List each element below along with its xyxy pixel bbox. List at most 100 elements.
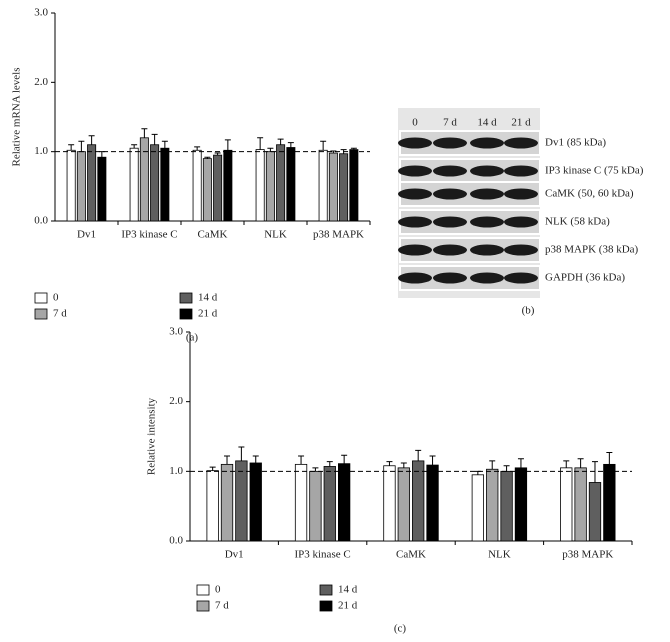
y-tick-label: 2.0 bbox=[34, 76, 48, 88]
error-bar bbox=[88, 135, 95, 145]
bar bbox=[249, 462, 262, 542]
legend-label: 7 d bbox=[53, 308, 67, 320]
band bbox=[398, 188, 432, 200]
error-bar bbox=[320, 140, 327, 151]
protein-label: Dv1 (85 kDa) bbox=[545, 137, 606, 149]
bar bbox=[213, 154, 223, 222]
lane-label: 14 d bbox=[477, 117, 497, 129]
panel-label: (c) bbox=[394, 623, 407, 635]
bar bbox=[349, 149, 359, 222]
error-bar bbox=[489, 460, 496, 470]
legend-swatch bbox=[196, 600, 210, 612]
bar bbox=[66, 149, 76, 222]
error-bar bbox=[591, 461, 598, 483]
band bbox=[504, 272, 538, 284]
error-bar bbox=[474, 470, 481, 475]
x-tick-label: CaMK bbox=[198, 229, 228, 241]
error-bar bbox=[330, 150, 337, 154]
error-bar bbox=[224, 455, 231, 465]
legend-swatch bbox=[319, 600, 333, 612]
bar bbox=[471, 474, 484, 542]
error-bar bbox=[298, 455, 305, 465]
legend-label: 14 d bbox=[338, 584, 358, 596]
bar bbox=[202, 158, 212, 222]
bar bbox=[192, 149, 202, 222]
y-tick-label: 0.0 bbox=[34, 215, 48, 227]
band bbox=[470, 188, 504, 200]
error-bar bbox=[386, 461, 393, 466]
x-tick-label: CaMK bbox=[396, 549, 426, 561]
bar bbox=[286, 147, 296, 222]
x-tick-label: IP3 kinase C bbox=[294, 549, 350, 561]
lane-label: 0 bbox=[412, 117, 418, 129]
band bbox=[398, 165, 432, 177]
error-bar bbox=[131, 144, 138, 149]
bar bbox=[560, 467, 573, 542]
band bbox=[504, 244, 538, 256]
panel-label: (b) bbox=[522, 305, 535, 317]
error-bar bbox=[563, 460, 570, 468]
bar bbox=[97, 156, 107, 222]
y-axis-label: Relative mRNA levels bbox=[11, 68, 23, 167]
error-bar bbox=[503, 465, 510, 472]
y-tick-label: 1.0 bbox=[34, 145, 48, 157]
bar bbox=[318, 149, 328, 222]
error-bar bbox=[78, 140, 85, 152]
legend-swatch bbox=[179, 308, 193, 320]
lane-label: 7 d bbox=[443, 117, 457, 129]
protein-label: GAPDH (36 kDa) bbox=[545, 272, 625, 284]
band bbox=[398, 244, 432, 256]
band bbox=[504, 137, 538, 149]
error-bar bbox=[141, 128, 148, 138]
error-bar bbox=[517, 458, 524, 468]
bar bbox=[500, 470, 513, 542]
error-bar bbox=[287, 142, 294, 148]
x-tick-label: Dv1 bbox=[225, 549, 244, 561]
band bbox=[398, 216, 432, 228]
error-bar bbox=[326, 461, 333, 467]
band bbox=[470, 272, 504, 284]
error-bar bbox=[415, 449, 422, 461]
legend-swatch bbox=[319, 584, 333, 596]
x-tick-label: NLK bbox=[488, 549, 511, 561]
legend-label: 7 d bbox=[215, 600, 229, 612]
bar bbox=[309, 470, 322, 542]
error-bar bbox=[161, 140, 168, 149]
y-tick-label: 0.0 bbox=[169, 535, 183, 547]
bar bbox=[235, 460, 248, 542]
y-tick-label: 3.0 bbox=[34, 7, 48, 19]
bar bbox=[276, 144, 286, 222]
bar bbox=[76, 151, 86, 222]
band bbox=[398, 137, 432, 149]
legend-label: 14 d bbox=[198, 292, 218, 304]
legend-swatch bbox=[179, 292, 193, 304]
x-tick-label: NLK bbox=[264, 229, 287, 241]
legend-label: 0 bbox=[53, 292, 59, 304]
lane-label: 21 d bbox=[511, 117, 531, 129]
bar bbox=[220, 463, 234, 542]
band bbox=[433, 216, 467, 228]
bar bbox=[150, 144, 160, 222]
protein-label: p38 MAPK (38 kDa) bbox=[545, 244, 639, 256]
band bbox=[433, 188, 467, 200]
band bbox=[470, 216, 504, 228]
band bbox=[433, 137, 467, 149]
error-bar bbox=[224, 139, 231, 151]
bar bbox=[129, 147, 139, 222]
error-bar bbox=[577, 458, 584, 468]
error-bar bbox=[350, 147, 357, 150]
band bbox=[433, 244, 467, 256]
y-tick-label: 2.0 bbox=[169, 395, 183, 407]
x-tick-label: p38 MAPK bbox=[562, 549, 613, 561]
error-bar bbox=[238, 446, 245, 461]
bar bbox=[265, 151, 275, 222]
error-bar bbox=[341, 454, 348, 464]
bar bbox=[339, 153, 349, 222]
error-bar bbox=[277, 138, 284, 145]
bar bbox=[255, 149, 265, 222]
legend-swatch bbox=[34, 308, 48, 320]
error-bar bbox=[257, 137, 264, 150]
x-tick-label: p38 MAPK bbox=[313, 229, 364, 241]
band bbox=[470, 137, 504, 149]
protein-label: IP3 kinase C (75 kDa) bbox=[545, 165, 644, 177]
